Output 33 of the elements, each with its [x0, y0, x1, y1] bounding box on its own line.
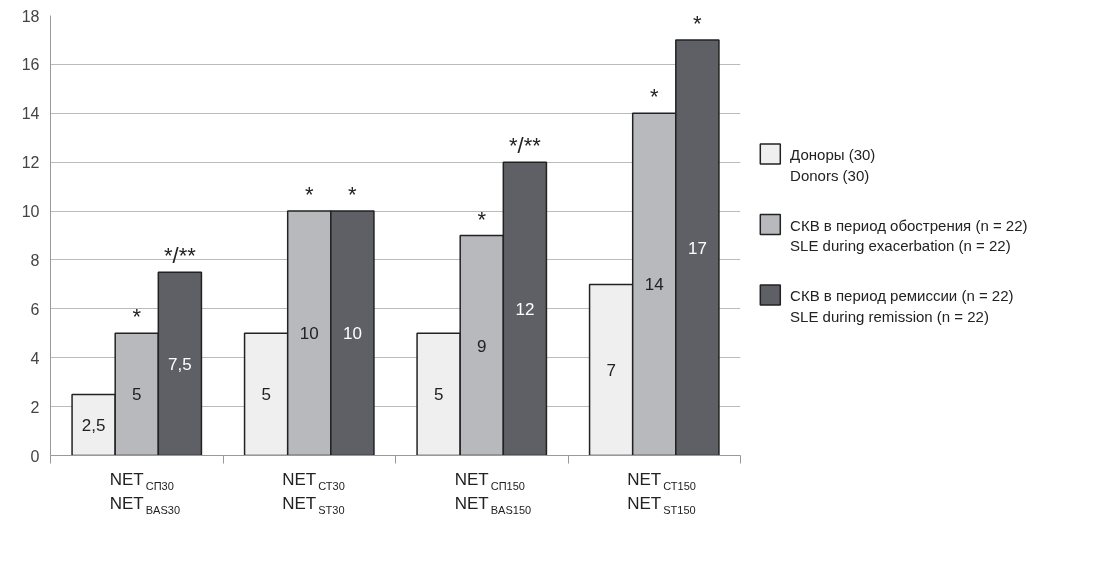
y-tick-label: 6: [30, 300, 40, 318]
y-tick-label: 18: [21, 7, 40, 25]
y-tick-label: 2: [30, 398, 40, 416]
legend-label: СКВ в период ремиссии (n = 22) SLE during remission (n = 22): [790, 287, 1014, 325]
annotation: *: [348, 182, 358, 208]
data-label: 9: [477, 336, 487, 356]
legend-label: СКВ в период обострения (n = 22) SLE during exacerbation (n = 22): [790, 216, 1028, 255]
data-label: 7,5: [168, 354, 192, 374]
annotation: *: [304, 182, 314, 208]
y-tick-label: 8: [30, 251, 40, 269]
annotation: *: [132, 304, 142, 330]
annotation: *: [649, 84, 659, 110]
annotation: */**: [163, 243, 197, 269]
data-label: 10: [342, 324, 362, 344]
annotation: *: [693, 10, 703, 36]
y-tick-label: 0: [30, 447, 40, 465]
data-label: 12: [515, 299, 535, 319]
annotation: */**: [508, 133, 542, 159]
legend-label: Доноры (30) Donors (30): [790, 146, 876, 184]
data-label: 2,5: [81, 415, 106, 435]
data-label: 14: [644, 275, 664, 295]
annotation: *: [477, 206, 487, 232]
data-label: 5: [261, 385, 271, 405]
y-tick-label: 16: [21, 56, 40, 74]
y-tick-label: 10: [21, 203, 40, 221]
data-label: 17: [687, 238, 707, 258]
y-tick-label: 14: [21, 105, 40, 123]
y-tick-label: 12: [21, 154, 40, 172]
y-tick-label: 4: [30, 349, 40, 367]
data-label: 5: [132, 385, 142, 405]
data-label: 5: [433, 385, 444, 405]
data-label: 10: [299, 324, 319, 344]
data-label: 7: [606, 360, 616, 380]
